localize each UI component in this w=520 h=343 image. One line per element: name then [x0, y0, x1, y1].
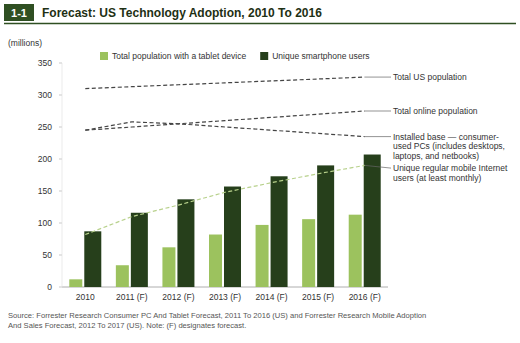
- line: [85, 165, 364, 234]
- bar: [177, 199, 194, 287]
- y-tick: [59, 63, 62, 64]
- bar: [116, 265, 129, 287]
- x-tick-label: 2011 (F): [116, 292, 148, 302]
- y-tick-label: 200: [38, 154, 52, 164]
- y-tick-label: 100: [38, 218, 52, 228]
- badge-box: [4, 4, 34, 21]
- line: [85, 111, 364, 130]
- line-label: Total US population: [393, 72, 467, 82]
- label-connector: [365, 77, 391, 78]
- y-label: (millions): [8, 38, 42, 48]
- x-tick-label: 2013 (F): [209, 292, 241, 302]
- badge: 1-1: [11, 7, 27, 19]
- legend-label: Unique smartphone users: [272, 51, 369, 61]
- y-axis: [62, 63, 63, 287]
- y-tick-label: 300: [38, 90, 52, 100]
- bar: [302, 219, 315, 287]
- line-label-part: laptops, and netbooks): [393, 151, 479, 161]
- bar: [84, 231, 101, 287]
- line-label: Unique regular mobile Internetusers (at …: [393, 163, 508, 183]
- bar: [364, 155, 381, 287]
- line-label-part: Total US population: [393, 72, 467, 82]
- source: And Sales Forecast, 2012 To 2017 (US). N…: [8, 321, 246, 330]
- y-tick: [59, 287, 62, 288]
- source: Source: Forrester Research Consumer PC A…: [8, 311, 426, 320]
- bar: [317, 165, 334, 287]
- bar: [209, 235, 222, 287]
- header-rule: [4, 23, 516, 25]
- bar: [224, 187, 241, 287]
- x-tick-label: 2014 (F): [256, 292, 288, 302]
- y-tick-label: 0: [47, 282, 52, 292]
- line-label-part: users (at least monthly): [393, 173, 482, 183]
- bar: [69, 279, 82, 287]
- line-label-part: used PCs (includes desktops,: [393, 141, 505, 151]
- chart: 1-1 Forecast: US Technology Adoption, 201…: [0, 0, 520, 343]
- bar: [349, 215, 362, 287]
- line-label-part: Installed base — consumer-: [393, 132, 499, 142]
- y-tick: [59, 159, 62, 160]
- line-label-part: Unique regular mobile Internet: [393, 163, 508, 173]
- label-connector: [365, 165, 391, 168]
- label-connector: [365, 136, 391, 137]
- bar: [131, 213, 148, 287]
- label-connector: [365, 111, 391, 112]
- legend-swatch: [260, 52, 268, 60]
- line-label-part: Total online population: [393, 106, 478, 116]
- bar: [271, 176, 288, 287]
- x-tick-label: 2010: [76, 292, 95, 302]
- y-tick: [59, 191, 62, 192]
- line: [85, 122, 364, 137]
- x-tick-label: 2012 (F): [162, 292, 194, 302]
- bar: [162, 247, 175, 287]
- y-tick: [59, 127, 62, 128]
- legend-label: Total population with a tablet device: [112, 51, 246, 61]
- line-label: Installed base — consumer-used PCs (incl…: [393, 132, 505, 161]
- y-tick-label: 50: [43, 250, 53, 260]
- y-tick: [59, 255, 62, 256]
- bar: [256, 225, 269, 287]
- title: Forecast: US Technology Adoption, 2010 T…: [42, 6, 322, 20]
- x-tick-label: 2015 (F): [302, 292, 334, 302]
- y-tick: [59, 223, 62, 224]
- y-tick-label: 250: [38, 122, 52, 132]
- y-tick-label: 350: [38, 58, 52, 68]
- legend-swatch: [100, 52, 108, 60]
- y-tick: [59, 95, 62, 96]
- y-tick-label: 150: [38, 186, 52, 196]
- line-label: Total online population: [393, 106, 478, 116]
- line: [85, 77, 364, 89]
- x-tick-label: 2016 (F): [349, 292, 381, 302]
- marks: [69, 77, 380, 287]
